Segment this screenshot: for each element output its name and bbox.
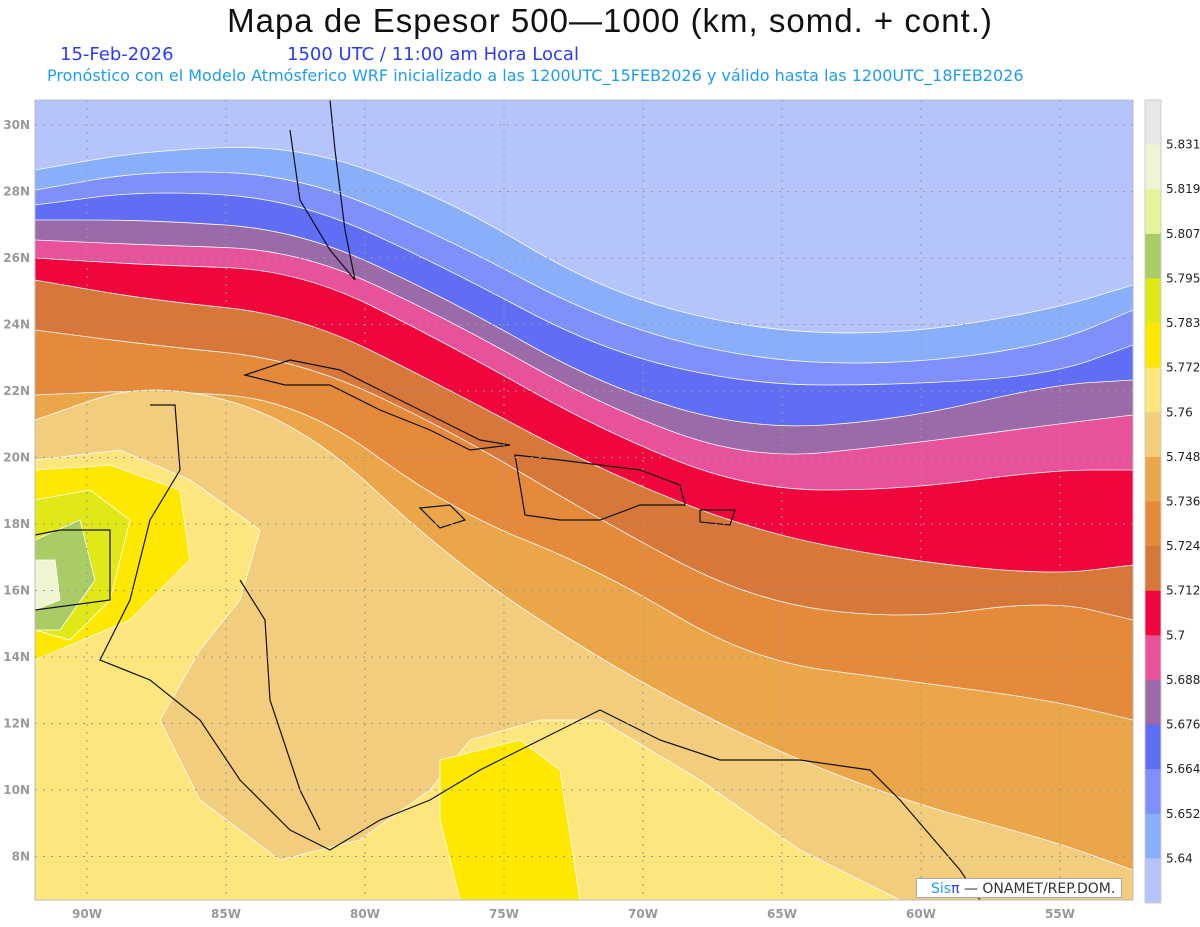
band — [439, 739, 581, 900]
colorbar-swatch — [1145, 233, 1161, 279]
lon-label: 85W — [211, 907, 241, 921]
colorbar-label: 5.688 — [1166, 673, 1200, 687]
colorbar-swatch — [1145, 590, 1161, 636]
lat-label: 24N — [3, 318, 30, 332]
lon-label: 65W — [767, 907, 797, 921]
colorbar-swatch — [1145, 724, 1161, 770]
colorbar-swatch — [1145, 278, 1161, 324]
lat-label: 10N — [3, 783, 30, 797]
colorbar-label: 5.748 — [1166, 450, 1200, 464]
lat-label: 26N — [3, 251, 30, 265]
credit-box: Sisπ — ONAMET/REP.DOM. — [916, 878, 1122, 898]
band — [35, 559, 61, 611]
colorbar-swatch — [1145, 323, 1161, 369]
colorbar-label: 5.652 — [1166, 807, 1200, 821]
colorbar-label: 5.772 — [1166, 361, 1200, 375]
colorbar-label: 5.736 — [1166, 495, 1200, 509]
colorbar-label: 5.807 — [1166, 227, 1200, 241]
colorbar-swatch — [1145, 813, 1161, 859]
lon-label: 75W — [489, 907, 519, 921]
colorbar-label: 5.676 — [1166, 718, 1200, 732]
lat-label: 20N — [3, 451, 30, 465]
lat-label: 8N — [12, 850, 30, 864]
lon-label: 90W — [72, 907, 102, 921]
colorbar-label: 5.795 — [1166, 271, 1200, 285]
colorbar-label: 5.76 — [1166, 405, 1193, 419]
colorbar: 5.831 5.819 5.807 5.795 5.783 5.772 5.76 5.748 5… — [1144, 99, 1200, 904]
credit-brand: Sis — [931, 881, 952, 897]
colorbar-swatch — [1145, 189, 1161, 235]
colorbar-swatch — [1145, 679, 1161, 726]
map-title: Mapa de Espesor 500—1000 (km, somd. + co… — [227, 2, 993, 39]
colorbar-label: 5.831 — [1166, 138, 1200, 152]
colorbar-swatch — [1145, 412, 1161, 458]
colorbar-swatch — [1145, 367, 1161, 413]
colorbar-swatch — [1145, 456, 1161, 502]
colorbar-label: 5.819 — [1166, 182, 1200, 196]
lat-label: 30N — [3, 118, 30, 132]
lon-label: 55W — [1045, 907, 1075, 921]
credit-org: — ONAMET/REP.DOM. — [959, 881, 1116, 897]
lat-label: 14N — [3, 650, 30, 664]
lon-label: 60W — [906, 907, 936, 921]
lat-label: 16N — [3, 584, 30, 598]
colorbar-swatch — [1145, 635, 1161, 681]
colorbar-swatch — [1145, 100, 1161, 146]
axis-ticks: 90W 85W 80W 75W 70W 65W 60W 55W 30N 28N 26N 24N 22N 2… — [3, 118, 1075, 921]
lat-label: 22N — [3, 384, 30, 398]
colorbar-swatch — [1145, 501, 1161, 547]
forecast-time: 1500 UTC / 11:00 am Hora Local — [287, 44, 579, 65]
graticule — [35, 100, 1133, 900]
colorbar-label: 5.7 — [1166, 628, 1185, 642]
lat-label: 18N — [3, 517, 30, 531]
thickness-bands — [35, 100, 1133, 900]
colorbar-swatch — [1145, 858, 1161, 904]
forecast-date: 15-Feb-2026 — [60, 44, 174, 65]
lon-label: 80W — [350, 907, 380, 921]
colorbar-swatch — [1145, 546, 1161, 592]
band — [35, 389, 1133, 900]
colorbar-frame — [1144, 99, 1162, 904]
colorbar-label: 5.712 — [1166, 584, 1200, 598]
forecast-subtitle: Pronóstico con el Modelo Atmósferico WRF… — [47, 66, 1024, 85]
map-frame — [34, 99, 1134, 901]
lat-label: 12N — [3, 717, 30, 731]
credit-pi: π — [951, 881, 960, 897]
colorbar-label: 5.783 — [1166, 316, 1200, 330]
band — [35, 449, 901, 900]
colorbar-label: 5.664 — [1166, 762, 1200, 776]
lon-label: 70W — [628, 907, 658, 921]
colorbar-label: 5.64 — [1166, 851, 1193, 865]
colorbar-swatch — [1145, 769, 1161, 815]
colorbar-swatch — [1145, 144, 1161, 190]
lat-label: 28N — [3, 185, 30, 199]
colorbar-label: 5.724 — [1166, 539, 1200, 553]
coastlines — [35, 100, 981, 900]
